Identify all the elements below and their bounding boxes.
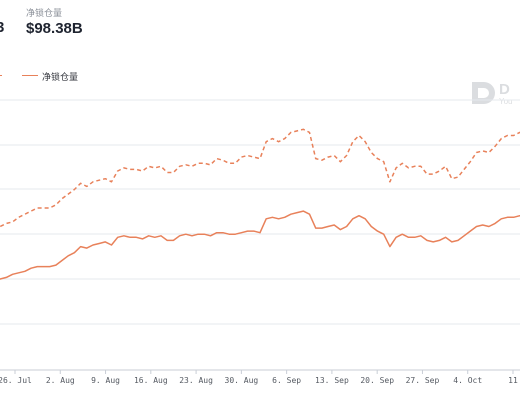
tvl-stat: 净锁仓量 $98.38B xyxy=(26,8,83,37)
tvl-stat-label: 净锁仓量 xyxy=(26,8,63,18)
x-tick-label-4: 23. Aug xyxy=(179,376,213,385)
x-tick-label-0: 26. Jul xyxy=(0,376,32,385)
x-tick-label-10: 4. Oct xyxy=(453,376,482,385)
legend-swatch-solid xyxy=(22,75,38,76)
chart-gridlines xyxy=(0,99,520,325)
watermark-logo-icon xyxy=(472,82,495,104)
x-tick-label-3: 16. Aug xyxy=(134,376,168,385)
x-tick-label-1: 2. Aug xyxy=(46,376,75,385)
previous-stat-value: 3 xyxy=(0,19,5,36)
x-tick-label-5: 30. Aug xyxy=(225,376,259,385)
legend-label-tvl: 净锁仓量 xyxy=(42,72,79,82)
series-line-tvl xyxy=(0,210,520,280)
x-tick-label-9: 27. Sep xyxy=(406,376,440,385)
x-tick-label-7: 13. Sep xyxy=(315,376,349,385)
tvl-stat-value: $98.38B xyxy=(26,20,83,37)
chart-series xyxy=(0,128,520,280)
x-tick-label-11: 11 xyxy=(508,376,518,385)
watermark-subtext: You xyxy=(499,97,513,106)
defillama-watermark: D You xyxy=(470,80,520,110)
legend-swatch-dashed xyxy=(0,75,2,76)
watermark-text: D xyxy=(499,81,510,98)
series-line-dashed xyxy=(0,128,520,228)
x-axis: 26. Jul 2. Aug 9. Aug 16. Aug 23. Aug 30. Aug… xyxy=(0,369,520,385)
x-tick-label-8: 20. Sep xyxy=(360,376,394,385)
x-tick-label-2: 9. Aug xyxy=(91,376,120,385)
x-tick-label-6: 6. Sep xyxy=(272,376,301,385)
